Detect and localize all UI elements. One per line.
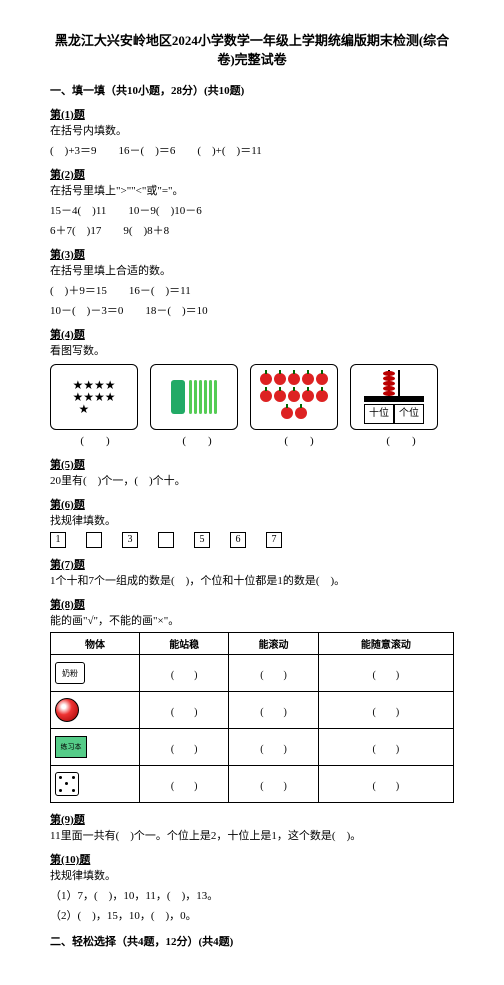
book-icon: 练习本: [55, 736, 87, 758]
q6-boxes: 1 3 5 6 7: [50, 532, 454, 548]
pbox: 7: [266, 532, 282, 548]
veg-box: [150, 364, 238, 430]
table-row: 奶粉 ( ) ( ) ( ): [51, 655, 454, 692]
q8-body: 能的画"√"，不能的画"×"。: [50, 612, 454, 628]
table-row: ( ) ( ) ( ): [51, 766, 454, 803]
cell: ( ): [318, 766, 453, 803]
q9-body: 11里面一共有( )个一。个位上是2，十位上是1，这个数是( )。: [50, 827, 454, 843]
page-title: 黑龙江大兴安岭地区2024小学数学一年级上学期统编版期末检测(综合卷)完整试卷: [50, 30, 454, 68]
stars-box: ★★★★★★★★ ★: [50, 364, 138, 430]
apples-icon: [259, 372, 329, 423]
pbox: 1: [50, 532, 66, 548]
ball-icon: [55, 698, 79, 722]
q10-line1: （1）7，( )，10，11，( )，13。: [50, 887, 454, 903]
cell: ( ): [318, 655, 453, 692]
abacus-rod-ones: [398, 370, 400, 396]
q8-table: 物体 能站稳 能滚动 能随意滚动 奶粉 ( ) ( ) ( ) ( ) ( ) …: [50, 632, 454, 803]
q5-body: 20里有( )个一，( )个十。: [50, 472, 454, 488]
q2-head: 第(2)题: [50, 166, 454, 182]
table-row: 练习本 ( ) ( ) ( ): [51, 729, 454, 766]
q10-head: 第(10)题: [50, 851, 454, 867]
q7-body: 1个十和7个一组成的数是( )，个位和十位都是1的数是( )。: [50, 572, 454, 588]
q2-line2: 6＋7( )17 9( )8＋8: [50, 222, 454, 238]
col-rollany: 能随意滚动: [318, 633, 453, 655]
cell: ( ): [229, 692, 318, 729]
q5-head: 第(5)题: [50, 456, 454, 472]
abacus-ones-label: 个位: [394, 404, 424, 424]
q3-line2: 10－( )－3＝0 18－( )＝10: [50, 302, 454, 318]
q10-body: 找规律填数。: [50, 867, 454, 883]
q2-body1: 在括号里填上">""<"或"="。: [50, 182, 454, 198]
cell: ( ): [229, 655, 318, 692]
q4-parens: ( )( )( )( ): [50, 432, 454, 448]
dice-icon: [55, 772, 79, 796]
cell: ( ): [140, 655, 229, 692]
q2-line1: 15－4( )11 10－9( )10－6: [50, 202, 454, 218]
pbox: 3: [122, 532, 138, 548]
section-2-head: 二、轻松选择（共4题，12分）(共4题): [50, 933, 454, 949]
pbox: [86, 532, 102, 548]
veg-icon: [171, 380, 218, 414]
abacus-box: 十位 个位: [350, 364, 438, 430]
cell: ( ): [140, 766, 229, 803]
q4-body1: 看图写数。: [50, 342, 454, 358]
pbox: 6: [230, 532, 246, 548]
col-obj: 物体: [51, 633, 140, 655]
pbox: 5: [194, 532, 210, 548]
q10-line2: （2）( )，15，10，( )，0。: [50, 907, 454, 923]
q6-body: 找规律填数。: [50, 512, 454, 528]
table-row: ( ) ( ) ( ): [51, 692, 454, 729]
cell: ( ): [318, 729, 453, 766]
abacus-rod-tens: [388, 370, 390, 396]
apples-box: [250, 364, 338, 430]
col-stand: 能站稳: [140, 633, 229, 655]
pbox: [158, 532, 174, 548]
q4-images: ★★★★★★★★ ★: [50, 364, 454, 430]
q6-head: 第(6)题: [50, 496, 454, 512]
abacus-tens-label: 十位: [364, 404, 394, 424]
q1-head: 第(1)题: [50, 106, 454, 122]
q8-head: 第(8)题: [50, 596, 454, 612]
q4-head: 第(4)题: [50, 326, 454, 342]
q3-head: 第(3)题: [50, 246, 454, 262]
cell: ( ): [318, 692, 453, 729]
milk-icon: 奶粉: [55, 662, 85, 684]
cell: ( ): [140, 729, 229, 766]
section-1-head: 一、填一填（共10小题，28分）(共10题): [50, 82, 454, 98]
q1-body2: ( )+3＝9 16－( )＝6 ( )+( )＝11: [50, 142, 454, 158]
q1-body1: 在括号内填数。: [50, 122, 454, 138]
cell: ( ): [229, 766, 318, 803]
q7-head: 第(7)题: [50, 556, 454, 572]
q9-head: 第(9)题: [50, 811, 454, 827]
col-roll: 能滚动: [229, 633, 318, 655]
cell: ( ): [229, 729, 318, 766]
stars-icon: ★★★★★★★★ ★: [72, 379, 115, 415]
q3-line1: ( )＋9＝15 16－( )＝11: [50, 282, 454, 298]
q3-body1: 在括号里填上合适的数。: [50, 262, 454, 278]
cell: ( ): [140, 692, 229, 729]
